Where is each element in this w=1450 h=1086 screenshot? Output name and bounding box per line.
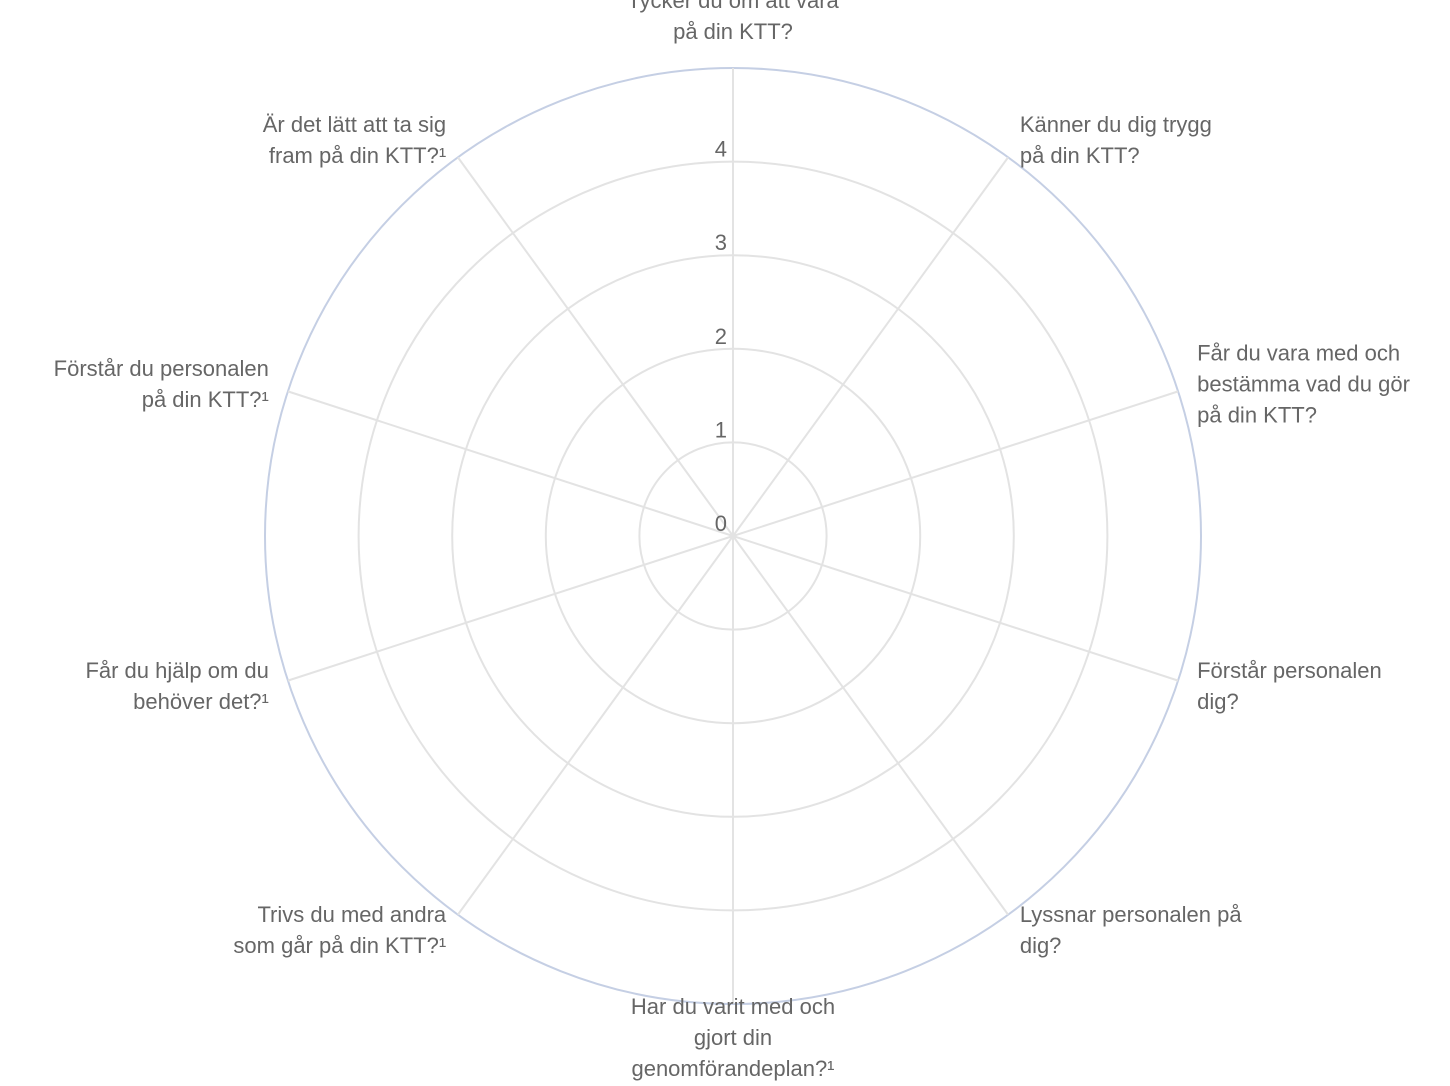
spoke-2: [732, 390, 1179, 537]
spoke-9: [457, 156, 734, 537]
axis-label-4-line-0: Lyssnar personalen på: [1020, 902, 1243, 927]
axis-label-0-line-1: på din KTT?: [673, 19, 793, 44]
radar-spokes: [287, 68, 1179, 1004]
axis-label-6-line-0: Trivs du med andra: [257, 902, 446, 927]
axis-label-3-line-0: Förstår personalen: [1197, 658, 1382, 683]
axis-labels: Tycker du om att vara på din KTT? Känner d…: [54, 0, 1410, 1081]
axis-label-8-line-0: Förstår du personalen: [54, 356, 269, 381]
spoke-4: [732, 535, 1009, 916]
axis-label-9-line-0: Är det lätt att ta sig: [263, 112, 446, 137]
axis-label-7-line-1: behöver det?¹: [133, 689, 269, 714]
axis-label-7-line-0: Får du hjälp om du: [85, 658, 268, 683]
axis-label-3-line-1: dig?: [1197, 689, 1239, 714]
axis-label-9-line-1: fram på din KTT?¹: [269, 143, 446, 168]
axis-label-5-line-1: gjort din: [694, 1025, 772, 1050]
spoke-7: [287, 535, 734, 682]
spoke-8: [287, 390, 734, 537]
axis-label-2-line-1: bestämma vad du gör: [1197, 372, 1410, 397]
axis-label-2-line-0: Får du vara med och: [1197, 341, 1400, 366]
tick-label-2: 2: [715, 324, 727, 349]
axis-label-6-line-1: som går på din KTT?¹: [233, 933, 446, 958]
tick-label-1: 1: [715, 417, 727, 442]
spoke-3: [732, 535, 1179, 682]
axis-label-1-line-0: Känner du dig trygg: [1020, 112, 1212, 137]
spoke-6: [457, 535, 734, 916]
axis-label-1-line-1: på din KTT?: [1020, 143, 1140, 168]
axis-label-2-line-2: på din KTT?: [1197, 403, 1317, 428]
axis-label-5-line-0: Har du varit med och: [631, 994, 835, 1019]
tick-label-0: 0: [715, 511, 727, 536]
radial-tick-labels: 0 1 2 3 4: [715, 137, 727, 536]
axis-label-8-line-1: på din KTT?¹: [142, 387, 269, 412]
axis-label-0-line-0: Tycker du om att vara: [627, 0, 839, 13]
spoke-1: [732, 156, 1009, 537]
axis-label-4-line-1: dig?: [1020, 933, 1062, 958]
tick-label-4: 4: [715, 137, 727, 162]
tick-label-3: 3: [715, 230, 727, 255]
axis-label-5-line-2: genomförandeplan?¹: [631, 1056, 834, 1081]
